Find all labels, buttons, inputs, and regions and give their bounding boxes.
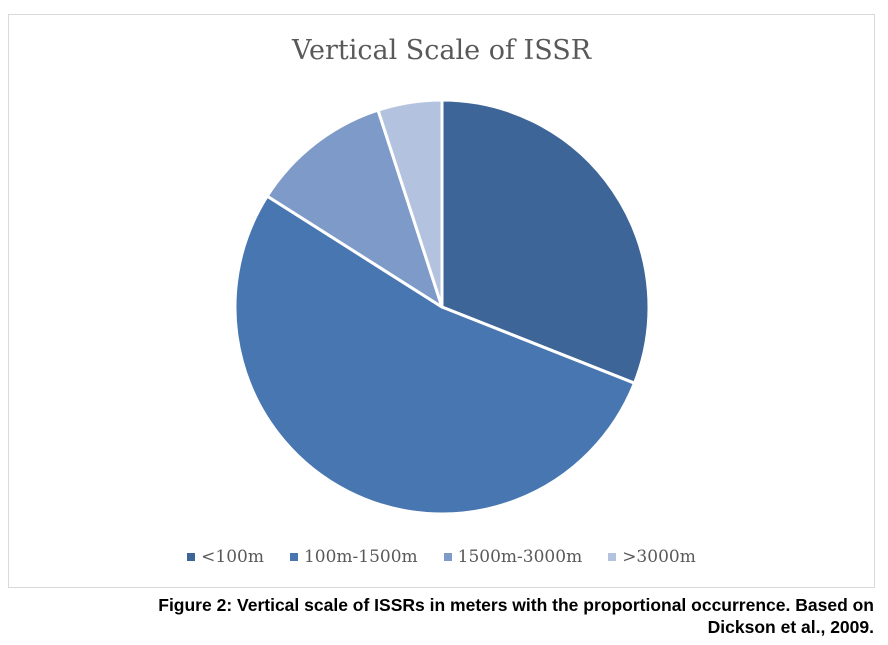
- pie-slice-1: [233, 194, 636, 516]
- legend-swatch: [608, 553, 617, 561]
- legend-item: 1500m-3000m: [443, 547, 583, 567]
- legend-item: 100m-1500m: [289, 547, 418, 567]
- pie-slice-0: [440, 98, 651, 385]
- pie-slice-3: [376, 98, 444, 309]
- chart-legend: <100m 100m-1500m 1500m-3000m >3000m: [9, 547, 874, 567]
- figure-caption: Figure 2: Vertical scale of ISSRs in met…: [0, 594, 874, 638]
- legend-label: 100m-1500m: [303, 547, 418, 567]
- chart-title: Vertical Scale of ISSR: [291, 35, 592, 66]
- legend-item: >3000m: [608, 547, 696, 567]
- legend-item: <100m: [187, 547, 264, 567]
- legend-label: 1500m-3000m: [457, 547, 583, 567]
- legend-swatch: [443, 553, 452, 561]
- legend-label: >3000m: [622, 547, 696, 567]
- legend-label: <100m: [201, 547, 264, 567]
- legend-swatch: [289, 553, 298, 561]
- caption-line-1: Figure 2: Vertical scale of ISSRs in met…: [158, 595, 874, 615]
- caption-line-2: Dickson et al., 2009.: [707, 617, 874, 637]
- legend-swatch: [187, 553, 196, 561]
- pie-chart: [233, 98, 651, 516]
- chart-frame: Vertical Scale of ISSR <100m 100m-1500m 15…: [8, 14, 875, 588]
- pie-slice-2: [265, 108, 444, 309]
